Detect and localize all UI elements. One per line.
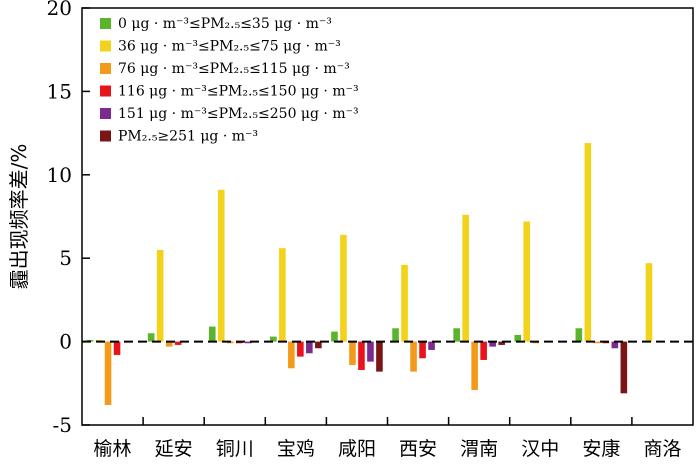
legend-label: 0 μg · m⁻³≤PM₂.₅≤35 μg · m⁻³ xyxy=(118,16,332,32)
bar xyxy=(376,341,383,372)
axes: -5 0 5 10 15 20 榆林 延安 铜川 宝鸡 咸阳 西安 渭南 汉中 安康 商洛 xyxy=(47,0,694,460)
bar xyxy=(315,341,322,349)
bar xyxy=(165,341,173,347)
bar xyxy=(174,341,182,345)
bar xyxy=(584,143,592,342)
bar xyxy=(288,341,295,369)
bar xyxy=(498,341,505,345)
x-tick-label: 宝鸡 xyxy=(277,438,315,460)
bar xyxy=(410,341,417,372)
bar xyxy=(156,249,164,342)
y-tick-label: 20 xyxy=(47,0,72,20)
bar xyxy=(340,234,347,342)
y-tick-label: 15 xyxy=(47,79,72,103)
bar xyxy=(367,341,374,362)
legend-label: 116 μg · m⁻³≤PM₂.₅≤150 μg · m⁻³ xyxy=(118,84,359,100)
legend-swatch xyxy=(100,40,111,52)
bar xyxy=(489,341,496,347)
x-tick-label: 汉中 xyxy=(521,438,559,460)
bar xyxy=(593,341,601,344)
x-tick-label: 咸阳 xyxy=(338,438,376,460)
bar xyxy=(113,341,121,355)
bar xyxy=(480,341,487,360)
bar xyxy=(428,341,435,350)
bar xyxy=(645,263,653,342)
legend-swatch xyxy=(100,18,111,29)
x-tick-label: 商洛 xyxy=(643,438,681,460)
bar xyxy=(523,221,531,342)
legend-swatch xyxy=(100,85,111,97)
bar xyxy=(462,214,469,342)
y-tick-label: 5 xyxy=(59,246,72,270)
legend-swatch xyxy=(100,130,111,142)
legend-label: 36 μg · m⁻³≤PM₂.₅≤75 μg · m⁻³ xyxy=(118,39,341,55)
bar xyxy=(349,341,356,365)
x-tick-label: 延安 xyxy=(155,438,193,460)
x-tick-label: 渭南 xyxy=(460,438,498,460)
x-tick-label: 西安 xyxy=(399,438,437,460)
bar xyxy=(147,333,155,342)
x-tick-label: 铜川 xyxy=(216,438,254,460)
y-tick-label: -5 xyxy=(53,413,72,437)
bars xyxy=(86,143,653,405)
legend-label: PM₂.₅≥251 μg · m⁻³ xyxy=(118,129,258,145)
bar xyxy=(514,334,522,342)
bar xyxy=(575,328,583,342)
y-tick-label: 10 xyxy=(47,163,72,187)
y-axis-label: 霾出现频率差/% xyxy=(7,144,31,290)
bar xyxy=(620,341,628,394)
legend-swatch xyxy=(100,108,111,119)
bar xyxy=(358,341,365,370)
bar xyxy=(471,341,478,390)
legend: 0 μg · m⁻³≤PM₂.₅≤35 μg · m⁻³ 36 μg · m⁻³≤… xyxy=(100,16,359,145)
bar xyxy=(244,341,252,344)
x-tick-label: 榆林 xyxy=(94,438,132,460)
bar xyxy=(217,189,225,342)
bar xyxy=(208,326,216,342)
legend-label: 151 μg · m⁻³≤PM₂.₅≤250 μg · m⁻³ xyxy=(118,106,359,122)
bar xyxy=(419,341,426,359)
bar xyxy=(611,341,619,349)
bar xyxy=(279,248,286,342)
bar xyxy=(306,341,313,354)
bar xyxy=(297,341,304,357)
x-tick-label: 安康 xyxy=(582,438,620,460)
bar xyxy=(331,331,338,342)
bar xyxy=(104,341,112,405)
legend-label: 76 μg · m⁻³≤PM₂.₅≤115 μg · m⁻³ xyxy=(118,61,350,77)
bar xyxy=(392,328,399,342)
legend-swatch xyxy=(100,63,111,74)
bar xyxy=(453,328,460,342)
bar xyxy=(270,336,277,342)
y-tick-label: 0 xyxy=(59,330,72,354)
bar xyxy=(401,264,408,342)
